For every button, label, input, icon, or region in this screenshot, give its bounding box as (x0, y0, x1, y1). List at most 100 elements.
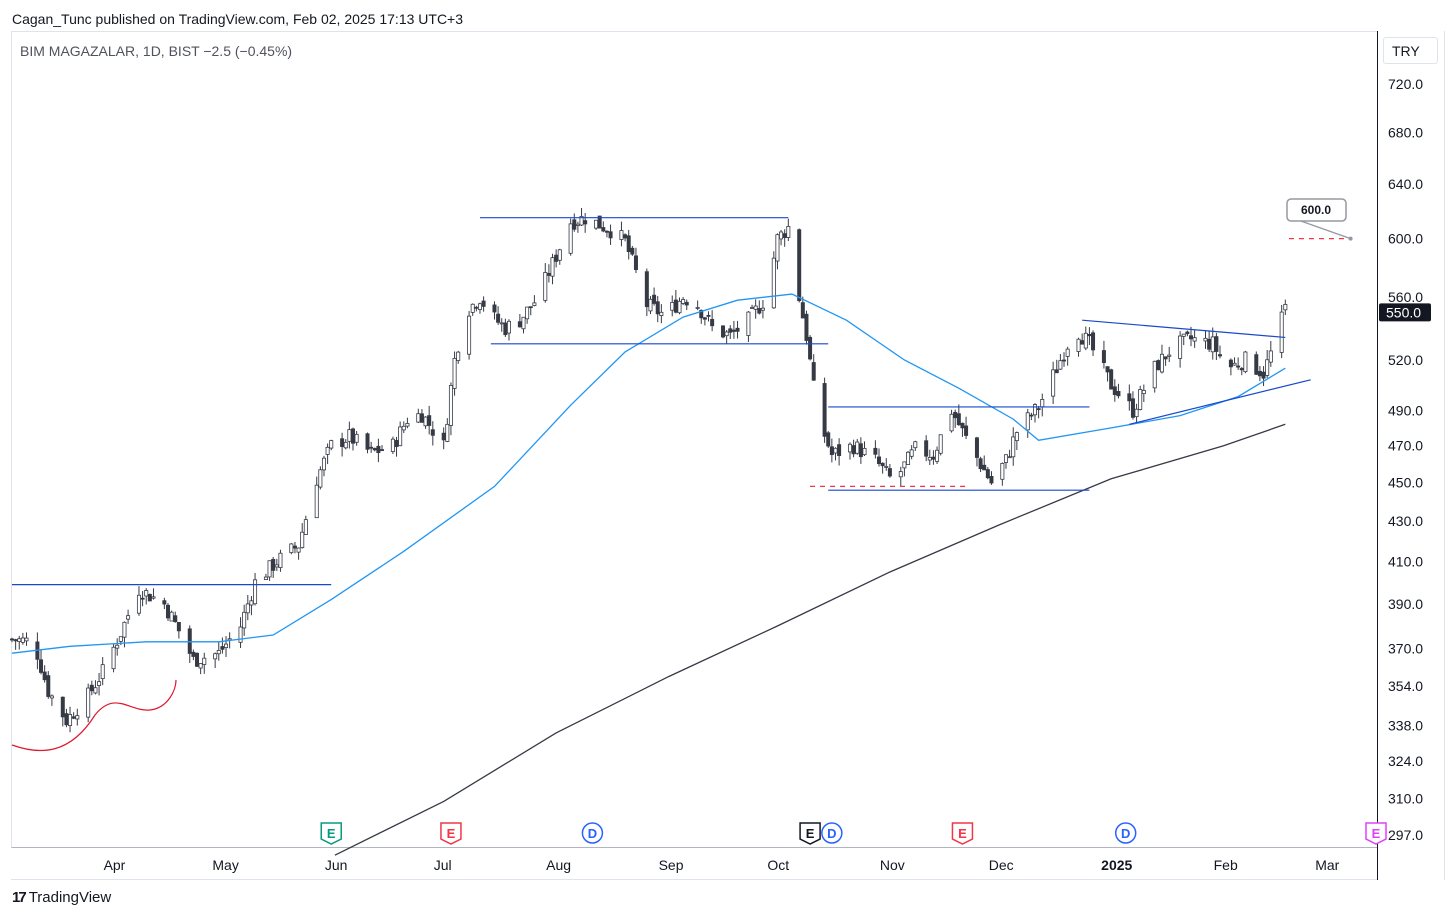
candle-body (173, 615, 178, 623)
candle-body (274, 564, 279, 568)
currency-button[interactable]: TRY (1383, 37, 1438, 64)
candle-body (115, 644, 120, 649)
candle-body (136, 594, 141, 614)
candle-body (1181, 333, 1186, 337)
candle-body (13, 639, 18, 642)
candle-body (325, 446, 330, 455)
candle-body (416, 413, 421, 423)
candle-body (49, 695, 54, 699)
candle-body (118, 636, 123, 642)
candle-body (681, 299, 686, 304)
candle-body (829, 446, 834, 456)
candle-body (289, 543, 294, 554)
candle-body (677, 300, 682, 314)
candle-body (1152, 360, 1157, 389)
candle-body (354, 433, 359, 443)
candle-body (394, 440, 399, 448)
candle-body (1192, 337, 1197, 342)
footer-brand-text: TradingView (28, 889, 112, 906)
candle-body (126, 615, 131, 620)
candle-body (1025, 412, 1030, 431)
candle-body (837, 444, 842, 456)
candle-body (880, 462, 885, 467)
time-tick-label: Dec (989, 857, 1014, 873)
candle-body (369, 446, 374, 449)
candle-body (441, 432, 446, 441)
candle-body (757, 308, 762, 314)
candle-body (1228, 359, 1233, 368)
candle-body (224, 643, 229, 649)
candle-body (858, 443, 863, 458)
candle-body (644, 271, 649, 308)
candle-body (427, 415, 432, 426)
candle-body (314, 484, 319, 519)
candle-body (1236, 365, 1241, 368)
symbol-legend: BIM MAGAZALAR, 1D, BIST −2.5 (−0.45%) (20, 43, 293, 59)
candle-body (811, 362, 816, 381)
candle-body (528, 306, 533, 309)
candle-body (405, 423, 410, 427)
candle-body (1283, 304, 1288, 311)
candle-body (20, 637, 25, 643)
time-tick-label: Aug (546, 857, 571, 873)
price-tick-label: 470.0 (1388, 438, 1423, 454)
time-tick-label: Sep (659, 857, 684, 873)
time-tick-label: May (212, 857, 238, 873)
candle-body (909, 449, 914, 457)
candle-body (978, 458, 983, 470)
time-tick-label: Jul (434, 857, 452, 873)
candle-body (800, 302, 805, 319)
candle-body (721, 325, 726, 338)
candle-body (982, 464, 987, 471)
price-tick-label: 600.0 (1388, 231, 1423, 247)
target-callout-box (1286, 198, 1347, 222)
candle-body (1218, 354, 1223, 357)
time-tick-label: Jun (325, 857, 348, 873)
candle-body (1138, 389, 1143, 410)
candle-body (887, 468, 892, 477)
time-tick-label: Apr (104, 857, 126, 873)
candle-body (318, 469, 323, 488)
candle-body (648, 298, 653, 312)
candle-body (1007, 456, 1012, 459)
candle-body (398, 426, 403, 447)
candle-body (1058, 360, 1063, 370)
candle-body (492, 304, 497, 313)
time-axis[interactable] (11, 848, 1377, 880)
candle-body (1185, 331, 1190, 335)
candle-body (956, 413, 961, 426)
candle-body (659, 311, 664, 316)
candle-body (797, 229, 802, 302)
candle-body (608, 231, 613, 239)
candle-body (1178, 335, 1183, 359)
candle-body (626, 235, 631, 252)
candle-body (1254, 354, 1259, 375)
candle-body (786, 226, 791, 238)
price-tick-label: 370.0 (1388, 641, 1423, 657)
candle-body (604, 230, 609, 233)
candle-body (390, 438, 395, 452)
candle-body (176, 621, 181, 632)
price-axis[interactable] (1377, 31, 1445, 880)
candle-body (695, 307, 700, 309)
price-tick-label: 680.0 (1388, 124, 1423, 140)
candle-body (833, 447, 838, 454)
candle-body (1065, 348, 1070, 357)
chart-pane[interactable] (11, 31, 1377, 848)
candle-body (575, 223, 580, 226)
candle-body (238, 626, 243, 643)
candle-body (1014, 432, 1019, 442)
candle-body (292, 545, 297, 549)
event-marker-label: E (447, 826, 456, 841)
candle-body (1054, 369, 1059, 374)
candle-body (684, 301, 689, 306)
earnings-marker (799, 822, 821, 845)
candle-body (372, 448, 377, 451)
candle-body (760, 307, 765, 311)
last-price-badge (1379, 303, 1431, 322)
candle-body (1091, 332, 1096, 351)
candle-body (187, 628, 192, 654)
candle-body (162, 600, 167, 605)
candle-body (1265, 359, 1270, 376)
